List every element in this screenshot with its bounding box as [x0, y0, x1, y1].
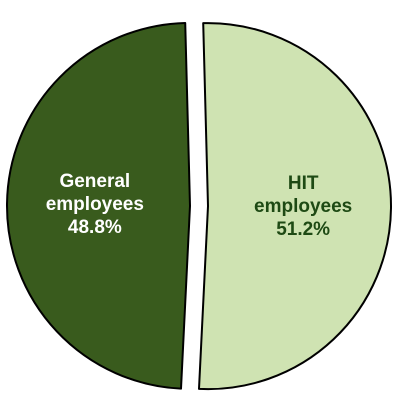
pie-slices [6, 21, 392, 391]
slice-name-line: HIT [288, 173, 319, 194]
pie-labels: HIT employees 51.2%General employees 48.8% [46, 171, 353, 240]
slice-name-line: General [59, 171, 130, 192]
slice-name-line: employees [46, 194, 144, 215]
pie-slice-label: HIT employees 51.2% [254, 173, 352, 240]
slice-value-label: 51.2% [276, 219, 330, 240]
pie-slice-hit-employees [197, 22, 392, 391]
pie-slice-label: General employees 48.8% [46, 171, 144, 238]
slice-value-label: 48.8% [68, 217, 122, 238]
pie-slice-general-employees [6, 21, 192, 390]
slice-name-line: employees [254, 196, 352, 217]
